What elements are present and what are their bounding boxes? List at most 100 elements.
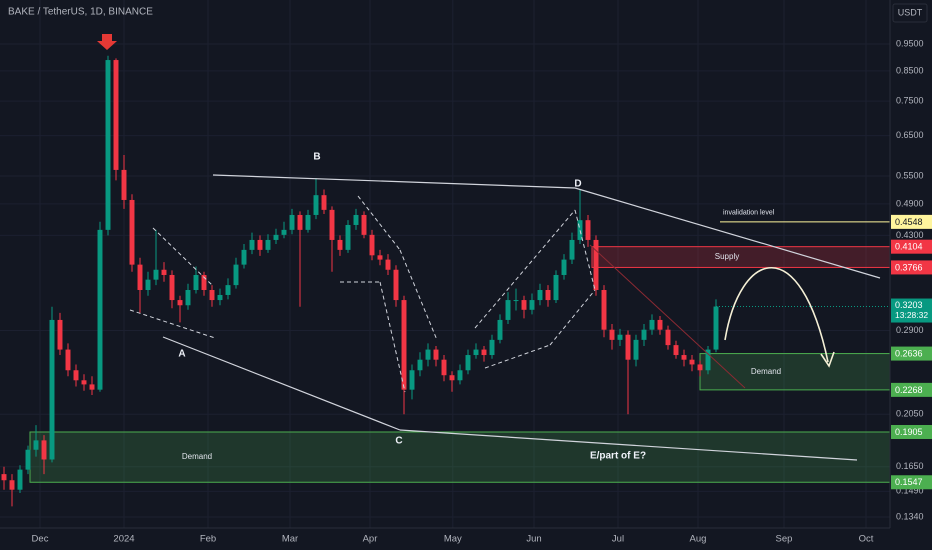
candle-body bbox=[665, 329, 671, 346]
candle-body bbox=[625, 334, 631, 360]
zone-bottom-price: 0.1547 bbox=[895, 477, 923, 487]
candle-body bbox=[497, 319, 503, 340]
candle-body bbox=[537, 289, 543, 301]
candle-body bbox=[17, 469, 23, 490]
candle-body bbox=[129, 199, 135, 265]
x-tick-label: May bbox=[444, 534, 462, 545]
candle-body bbox=[689, 359, 695, 365]
candle-body bbox=[57, 319, 63, 350]
wave-label: A bbox=[178, 349, 185, 360]
chart-title: BAKE / TetherUS, 1D, BINANCE bbox=[8, 7, 153, 18]
candle-body bbox=[545, 289, 551, 301]
candle-body bbox=[353, 214, 359, 225]
candle-body bbox=[513, 300, 519, 302]
trend-line bbox=[162, 336, 401, 431]
candle-body bbox=[673, 345, 679, 356]
arrow-head bbox=[820, 351, 835, 368]
y-tick-label: 0.4900 bbox=[896, 198, 924, 208]
candle-body bbox=[361, 214, 367, 235]
candle-body bbox=[449, 375, 455, 381]
candle-body bbox=[217, 294, 223, 301]
last-price-box bbox=[891, 298, 932, 323]
candle-body bbox=[209, 289, 215, 301]
candle-body bbox=[657, 319, 663, 330]
zone-label: Demand bbox=[751, 367, 781, 376]
candle-body bbox=[601, 289, 607, 330]
y-tick-label: 0.7500 bbox=[896, 95, 924, 105]
y-tick-label: 0.1340 bbox=[896, 511, 924, 521]
candle-body bbox=[81, 380, 87, 385]
currency: USDT bbox=[898, 7, 923, 17]
dashed-line bbox=[399, 249, 438, 341]
zone-bottom-price: 0.2268 bbox=[895, 385, 923, 395]
candle-body bbox=[161, 269, 167, 275]
currency-box bbox=[892, 3, 928, 23]
candle-body bbox=[713, 306, 719, 350]
candle-body bbox=[9, 480, 15, 490]
dashed-lines bbox=[129, 195, 596, 393]
y-tick-label: 0.1650 bbox=[896, 461, 924, 471]
dashed-line bbox=[379, 281, 406, 393]
candle-body bbox=[257, 239, 263, 250]
candle-body bbox=[137, 264, 143, 290]
candle-body bbox=[65, 349, 71, 371]
y-tick-label: 0.6500 bbox=[896, 130, 924, 140]
candle-body bbox=[561, 259, 567, 275]
candle-body bbox=[489, 339, 495, 356]
x-tick-label: Sep bbox=[776, 534, 793, 545]
red-arrow bbox=[97, 34, 117, 50]
candle-body bbox=[457, 370, 463, 381]
candle-body bbox=[641, 329, 647, 340]
candle-body bbox=[97, 229, 103, 390]
candle-body bbox=[281, 229, 287, 235]
invalidation-label: invalidation level bbox=[723, 210, 775, 217]
zone bbox=[591, 246, 891, 268]
candle-body bbox=[49, 319, 55, 460]
red-line bbox=[589, 244, 746, 389]
dashed-line bbox=[549, 289, 596, 346]
candle-body bbox=[185, 289, 191, 306]
trend-line bbox=[212, 174, 576, 189]
candle-body bbox=[321, 195, 327, 210]
invalidation-price-box bbox=[891, 214, 932, 229]
zone-bottom-price-box bbox=[891, 382, 932, 397]
candle-body bbox=[369, 234, 375, 256]
y-tick-label: 0.8500 bbox=[896, 65, 924, 75]
candle-body bbox=[425, 349, 431, 360]
grid bbox=[0, 0, 890, 528]
zone-top-price: 0.2636 bbox=[895, 348, 923, 358]
price-axis bbox=[890, 0, 932, 550]
x-tick-label: Apr bbox=[363, 534, 378, 545]
candle-body bbox=[393, 269, 399, 301]
candle-body bbox=[505, 300, 511, 320]
candle-body bbox=[377, 255, 383, 260]
x-tick-label: Jul bbox=[612, 534, 624, 545]
wave-labels: B A C D E/part of E? bbox=[178, 152, 646, 462]
x-tick-label: Feb bbox=[200, 534, 216, 545]
dashed-line bbox=[357, 195, 401, 251]
zone-bottom-price-box bbox=[891, 260, 932, 275]
candle-body bbox=[649, 319, 655, 330]
wave-label: D bbox=[574, 179, 581, 190]
candle-body bbox=[225, 285, 231, 295]
candle-body bbox=[313, 195, 319, 215]
candle-body bbox=[401, 300, 407, 390]
candle-body bbox=[297, 214, 303, 230]
wave-label: C bbox=[395, 436, 402, 447]
candle-body bbox=[121, 169, 127, 200]
candle-body bbox=[529, 300, 535, 310]
x-tick-label: Mar bbox=[282, 534, 298, 545]
candle-body bbox=[89, 384, 95, 390]
candle-body bbox=[25, 449, 31, 470]
axis-labels: 0.9500 0.8500 0.7500 0.6500 0.5500 0.4900 0.43… bbox=[32, 38, 932, 545]
candle-body bbox=[241, 249, 247, 265]
candle-body bbox=[105, 60, 111, 230]
trend-line bbox=[574, 187, 881, 279]
x-tick-label: Jun bbox=[526, 534, 541, 545]
candle-body bbox=[385, 259, 391, 270]
dashed-line bbox=[474, 209, 576, 329]
candle-body bbox=[705, 349, 711, 371]
zones: Supply Demand Demand invalidation level bbox=[29, 210, 891, 483]
